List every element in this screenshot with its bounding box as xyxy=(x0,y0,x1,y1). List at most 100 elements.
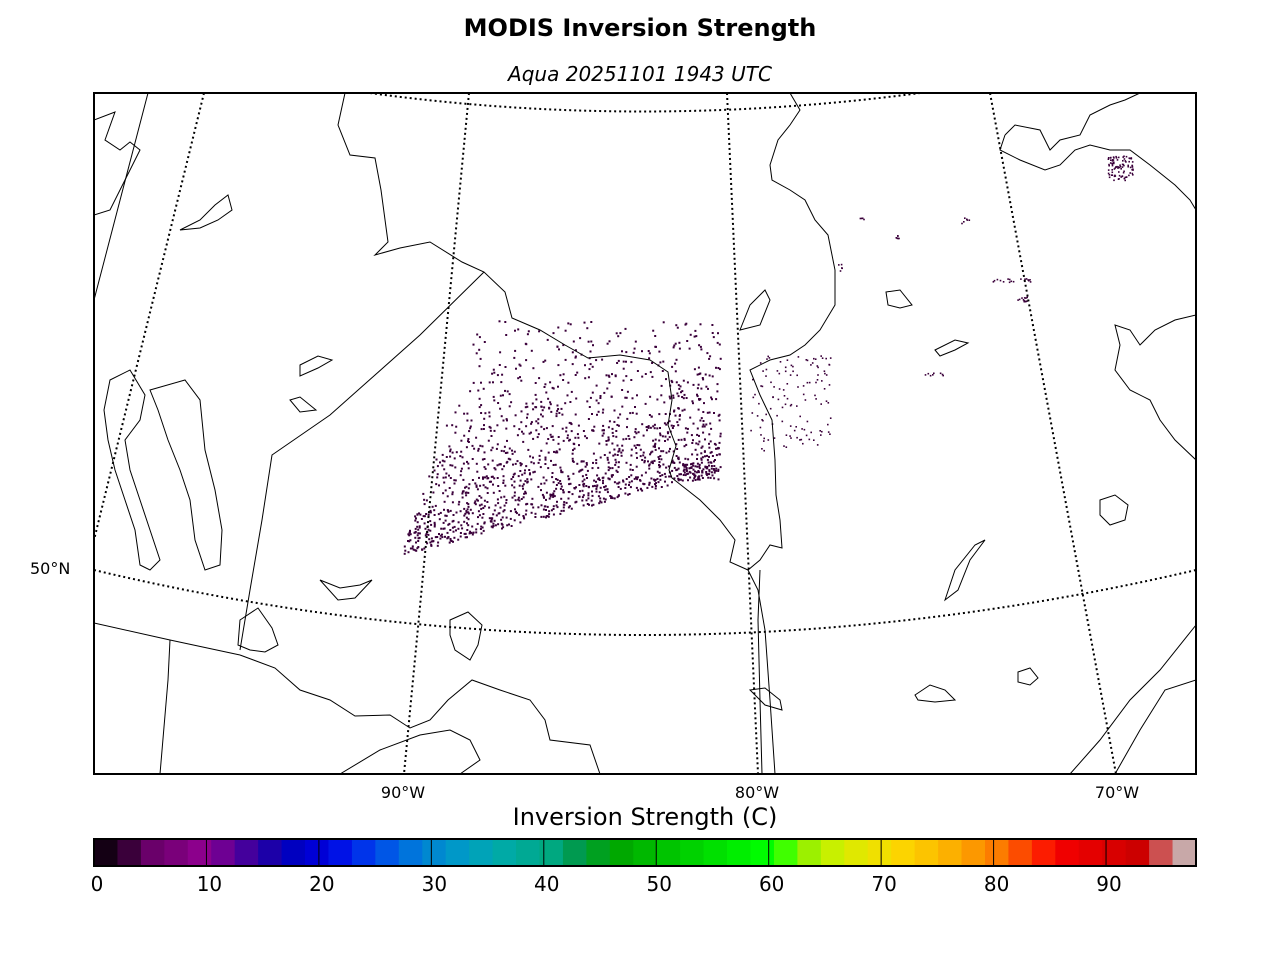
data-point xyxy=(505,334,508,336)
data-point xyxy=(599,395,602,397)
data-point xyxy=(616,362,619,364)
data-point xyxy=(750,429,752,432)
data-point xyxy=(810,431,812,434)
data-point xyxy=(1111,171,1114,174)
data-point xyxy=(569,323,572,326)
data-point xyxy=(561,471,564,474)
data-point xyxy=(578,444,580,447)
data-point xyxy=(698,463,701,466)
data-point xyxy=(711,398,713,401)
data-point xyxy=(483,499,486,502)
data-point xyxy=(587,340,590,343)
data-point xyxy=(715,366,717,369)
data-point xyxy=(691,479,694,482)
data-point xyxy=(761,385,764,388)
data-point xyxy=(542,508,545,511)
data-point xyxy=(557,364,560,367)
data-point xyxy=(1002,281,1005,283)
data-point xyxy=(634,340,637,343)
data-point xyxy=(617,495,620,497)
data-point xyxy=(515,510,517,513)
data-point xyxy=(471,525,474,528)
data-point xyxy=(719,357,722,360)
data-point xyxy=(636,476,639,479)
data-point xyxy=(763,437,765,440)
data-point xyxy=(810,364,812,366)
data-point xyxy=(566,394,569,397)
data-point xyxy=(537,418,540,421)
data-point xyxy=(463,532,466,535)
data-point xyxy=(490,520,493,523)
data-point xyxy=(464,491,467,494)
data-point xyxy=(760,434,762,436)
data-point xyxy=(520,410,523,413)
data-point xyxy=(476,522,479,525)
data-point xyxy=(644,402,647,405)
data-point xyxy=(629,486,632,489)
data-point xyxy=(437,541,440,544)
data-point xyxy=(648,467,651,470)
data-point xyxy=(708,473,711,476)
data-point xyxy=(700,348,703,351)
data-point xyxy=(698,475,701,478)
data-point xyxy=(445,424,448,427)
data-point xyxy=(483,424,485,427)
data-point xyxy=(781,420,784,423)
data-point xyxy=(416,534,419,537)
data-point xyxy=(613,409,616,412)
lake-small-1 xyxy=(299,355,334,377)
data-point xyxy=(672,425,675,427)
data-point xyxy=(668,475,671,478)
lat-label-50n: 50°N xyxy=(30,559,71,578)
data-point xyxy=(439,461,441,464)
data-point xyxy=(694,448,697,451)
meridian-90w xyxy=(403,93,470,774)
data-point xyxy=(596,413,598,416)
data-point xyxy=(534,512,537,515)
lake-superior-coast xyxy=(239,654,601,774)
data-point xyxy=(895,237,898,239)
data-point xyxy=(608,420,611,423)
data-point xyxy=(517,377,520,380)
data-point xyxy=(827,431,830,433)
colorbar-segment xyxy=(469,839,494,866)
data-point xyxy=(418,525,421,528)
data-point xyxy=(1112,162,1114,164)
data-point xyxy=(518,428,521,431)
data-point xyxy=(431,505,434,508)
data-point xyxy=(615,430,618,432)
data-point xyxy=(808,381,811,384)
data-point xyxy=(666,438,669,441)
data-point xyxy=(861,217,864,220)
data-point xyxy=(439,511,442,514)
data-point xyxy=(449,455,452,458)
data-point xyxy=(696,453,699,456)
data-point xyxy=(803,428,806,431)
data-point xyxy=(543,428,546,431)
data-point xyxy=(683,445,686,448)
data-point xyxy=(461,456,464,459)
data-point xyxy=(477,510,480,513)
data-point xyxy=(663,422,666,425)
data-point xyxy=(407,551,410,554)
data-point xyxy=(557,436,560,438)
data-point xyxy=(452,540,454,543)
data-point xyxy=(598,479,601,481)
data-point xyxy=(660,394,663,397)
data-point xyxy=(672,346,675,349)
data-point xyxy=(426,542,429,545)
data-point xyxy=(415,541,417,544)
data-point xyxy=(553,490,556,493)
data-point xyxy=(656,477,659,480)
data-point xyxy=(432,540,435,543)
data-point xyxy=(536,436,539,439)
colorbar-segment xyxy=(562,839,587,866)
data-point xyxy=(701,377,704,379)
data-point xyxy=(629,468,632,471)
data-point xyxy=(717,367,720,369)
data-point xyxy=(458,500,461,503)
data-point xyxy=(598,442,601,445)
data-point xyxy=(700,461,703,464)
data-point xyxy=(643,461,646,464)
data-point xyxy=(715,447,717,450)
